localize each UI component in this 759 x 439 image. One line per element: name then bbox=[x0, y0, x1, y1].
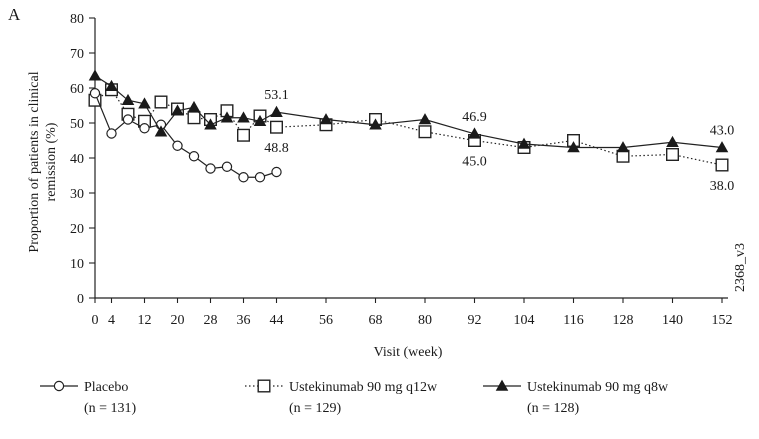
x-tick-label-44: 44 bbox=[270, 313, 284, 328]
series-1-point-20 bbox=[715, 158, 729, 172]
x-tick-label-152: 152 bbox=[712, 313, 733, 328]
series-2-point-16 bbox=[517, 137, 531, 149]
series-1 bbox=[88, 83, 729, 172]
legend-label-0: Placebo bbox=[84, 380, 128, 395]
legend-item-2: Ustekinumab 90 mg q8w (n = 128) bbox=[483, 379, 669, 416]
data-label-3: 45.0 bbox=[462, 155, 487, 170]
legend-label-1: Ustekinumab 90 mg q12w bbox=[289, 380, 438, 395]
series-1-point-14 bbox=[418, 125, 432, 139]
legend: Placebo (n = 131) Ustekinumab 90 mg q12w (n… bbox=[40, 379, 669, 416]
legend-item-1: Ustekinumab 90 mg q12w (n = 129) bbox=[245, 379, 438, 416]
series-2-point-7 bbox=[204, 118, 217, 130]
series-2-point-0 bbox=[88, 69, 102, 81]
y-axis-title-line-1: Proportion of patients in clinical bbox=[27, 71, 42, 252]
y-tick-label-60: 60 bbox=[70, 82, 84, 97]
series-2-point-5 bbox=[171, 104, 184, 116]
series-2-point-14 bbox=[418, 113, 432, 125]
series-0-point-11 bbox=[271, 166, 282, 178]
series-0-point-7 bbox=[205, 163, 216, 174]
series-0-point-5 bbox=[172, 140, 183, 151]
y-axis-title: Proportion of patients in clinical remis… bbox=[27, 71, 59, 252]
x-tick-label-0: 0 bbox=[92, 313, 99, 328]
x-tick-label-92: 92 bbox=[468, 313, 482, 328]
annotation-layer: 53.1 48.8 46.9 45.0 43.0 38.0 bbox=[264, 88, 734, 194]
series-0-point-1 bbox=[106, 128, 117, 139]
legend-item-0: Placebo (n = 131) bbox=[40, 380, 137, 416]
series-0-point-0 bbox=[89, 88, 101, 99]
x-tick-label-12: 12 bbox=[138, 313, 152, 328]
x-tick-label-20: 20 bbox=[171, 313, 185, 328]
y-tick-label-20: 20 bbox=[70, 222, 84, 237]
x-tick-label-140: 140 bbox=[662, 313, 683, 328]
series-2-point-4 bbox=[154, 125, 168, 137]
y-tick-label-70: 70 bbox=[70, 47, 84, 62]
series-1-point-6 bbox=[187, 111, 201, 125]
series-2-point-17 bbox=[567, 141, 580, 153]
series-1-point-9 bbox=[236, 128, 250, 142]
legend-marker-1 bbox=[257, 379, 271, 393]
series-2-point-3 bbox=[138, 97, 151, 109]
series-0-point-3 bbox=[139, 123, 150, 134]
series-1-point-4 bbox=[154, 95, 168, 109]
series-2-point-9 bbox=[237, 111, 250, 123]
series-0-point-2 bbox=[122, 114, 134, 125]
series-0-point-10 bbox=[254, 172, 266, 183]
x-tick-label-36: 36 bbox=[237, 313, 251, 328]
series-2-point-1 bbox=[105, 79, 118, 92]
data-label-1: 48.8 bbox=[264, 141, 289, 156]
series-layer bbox=[88, 69, 729, 183]
data-label-4: 43.0 bbox=[710, 124, 735, 139]
series-0-point-9 bbox=[238, 172, 249, 183]
legend-n-0: (n = 131) bbox=[84, 401, 137, 416]
x-tick-label-128: 128 bbox=[613, 313, 634, 328]
data-label-5: 38.0 bbox=[710, 179, 735, 194]
y-tick-label-10: 10 bbox=[70, 257, 84, 272]
series-2-point-18 bbox=[616, 141, 630, 153]
x-axis-title: Visit (week) bbox=[374, 345, 443, 360]
legend-marker-0 bbox=[53, 380, 65, 392]
x-tick-label-56: 56 bbox=[319, 313, 333, 328]
series-2-point-10 bbox=[253, 114, 267, 127]
legend-n-1: (n = 129) bbox=[289, 401, 342, 416]
series-2-point-15 bbox=[468, 127, 481, 139]
series-2-point-6 bbox=[187, 100, 201, 113]
series-1-point-11 bbox=[270, 120, 284, 134]
legend-label-2: Ustekinumab 90 mg q8w bbox=[527, 380, 669, 395]
series-0-point-8 bbox=[221, 161, 233, 172]
series-0 bbox=[89, 88, 282, 183]
series-2-point-11 bbox=[270, 105, 283, 117]
series-2-point-19 bbox=[666, 135, 679, 148]
x-tick-label-116: 116 bbox=[563, 313, 583, 328]
series-2 bbox=[88, 69, 729, 153]
series-2-point-2 bbox=[121, 93, 135, 106]
series-2-point-13 bbox=[369, 118, 382, 130]
series-1-point-19 bbox=[666, 147, 680, 161]
x-tick-label-104: 104 bbox=[514, 313, 535, 328]
y-axis-title-line-2: remission (%) bbox=[44, 122, 59, 201]
x-tick-label-68: 68 bbox=[369, 313, 383, 328]
legend-n-2: (n = 128) bbox=[527, 401, 580, 416]
x-tick-label-4: 4 bbox=[108, 313, 115, 328]
series-2-point-20 bbox=[715, 141, 729, 153]
series-2-point-8 bbox=[220, 111, 234, 123]
y-tick-label-30: 30 bbox=[70, 187, 84, 202]
data-label-0: 53.1 bbox=[264, 88, 289, 103]
legend-marker-2 bbox=[495, 379, 509, 391]
y-tick-label-50: 50 bbox=[70, 117, 84, 132]
series-2-point-12 bbox=[319, 113, 333, 125]
y-tick-label-0: 0 bbox=[77, 292, 84, 307]
panel-label: A bbox=[8, 5, 21, 24]
series-0-point-6 bbox=[188, 151, 200, 162]
x-tick-label-28: 28 bbox=[204, 313, 218, 328]
data-label-2: 46.9 bbox=[462, 110, 487, 125]
side-label: 2368_v3 bbox=[733, 243, 748, 292]
x-tick-label-80: 80 bbox=[418, 313, 432, 328]
y-tick-label-40: 40 bbox=[70, 152, 84, 167]
y-tick-label-80: 80 bbox=[70, 12, 84, 27]
